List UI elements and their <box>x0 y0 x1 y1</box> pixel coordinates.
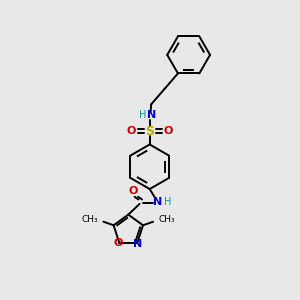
Text: N: N <box>147 110 156 120</box>
Text: N: N <box>153 197 163 207</box>
Text: S: S <box>145 124 154 138</box>
Text: O: O <box>164 126 173 136</box>
Text: O: O <box>128 186 138 197</box>
Text: O: O <box>127 126 136 136</box>
Text: CH₃: CH₃ <box>82 215 98 224</box>
Text: H: H <box>164 197 171 207</box>
Text: O: O <box>113 238 122 248</box>
Text: N: N <box>133 239 142 249</box>
Text: CH₃: CH₃ <box>158 215 175 224</box>
Text: H: H <box>139 110 147 120</box>
